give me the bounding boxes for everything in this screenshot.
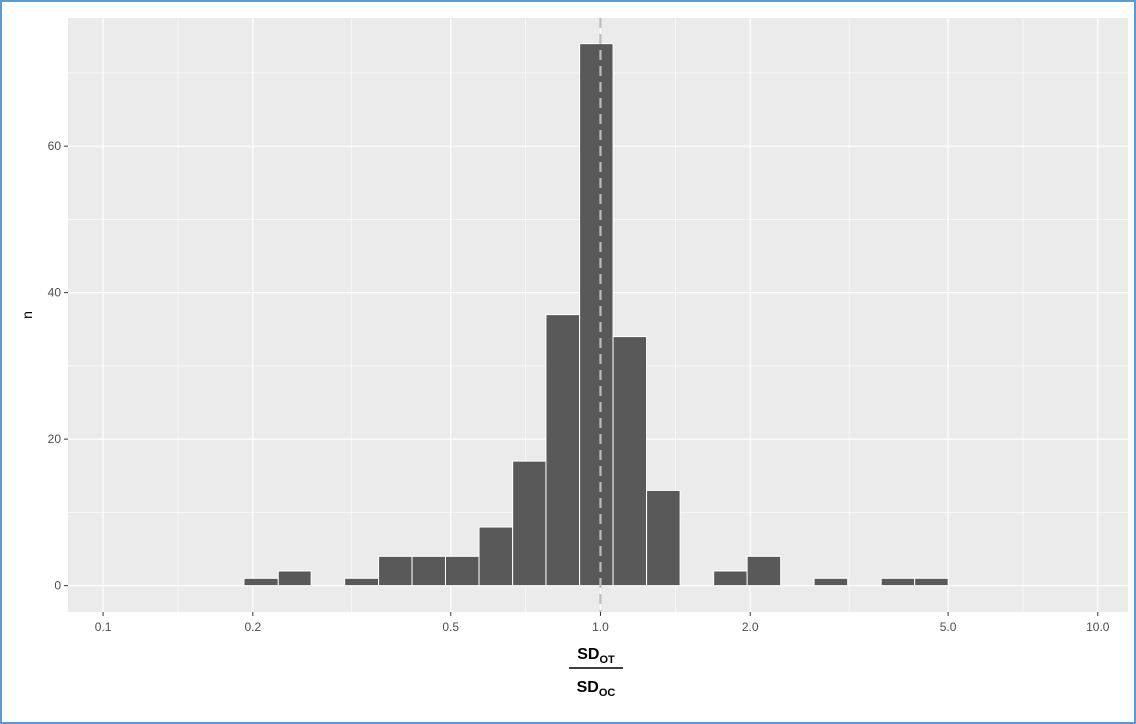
histogram-bars [243,43,949,587]
histogram-bar [612,336,648,587]
numerator-text: SD [577,646,599,663]
histogram-bar [746,555,782,587]
histogram-bar [713,570,748,587]
x-tick-label: 10.0 [1086,620,1110,634]
histogram-bar [411,555,446,587]
histogram-bar [914,577,949,587]
y-axis-ticks: 0 20 40 60 [48,139,68,593]
histogram-bar [277,570,312,587]
x-tick-label: 0.5 [442,620,459,634]
denominator-subscript: OC [599,687,616,699]
histogram-bar [512,460,547,587]
y-tick-label: 20 [48,432,62,446]
histogram-bar [880,577,916,587]
histogram-bar [813,577,849,587]
x-tick-label: 1.0 [592,620,609,634]
x-tick-label: 0.2 [244,620,261,634]
histogram-bar [579,43,614,587]
histogram-bar [378,555,413,587]
histogram-bar [478,526,514,587]
y-axis-label: n [19,311,35,319]
numerator-subscript: OT [599,654,615,666]
y-tick-label: 40 [48,286,62,300]
x-tick-label: 2.0 [742,620,759,634]
histogram-bar [444,555,480,587]
x-axis-label: SDOT SDOC [569,646,623,699]
x-axis-label-numerator: SDOT [577,646,615,666]
y-tick-label: 60 [48,139,62,153]
x-tick-label: 0.1 [95,620,112,634]
x-axis-ticks: 0.1 0.2 0.5 1.0 2.0 5.0 10.0 [95,612,1110,634]
x-tick-label: 5.0 [940,620,957,634]
y-tick-label: 0 [54,579,61,593]
x-axis-label-denominator: SDOC [577,679,616,699]
histogram-bar [243,577,279,587]
histogram-bar [646,489,681,587]
histogram-bar [545,314,581,587]
histogram-bar [344,577,380,587]
denominator-text: SD [577,679,599,696]
